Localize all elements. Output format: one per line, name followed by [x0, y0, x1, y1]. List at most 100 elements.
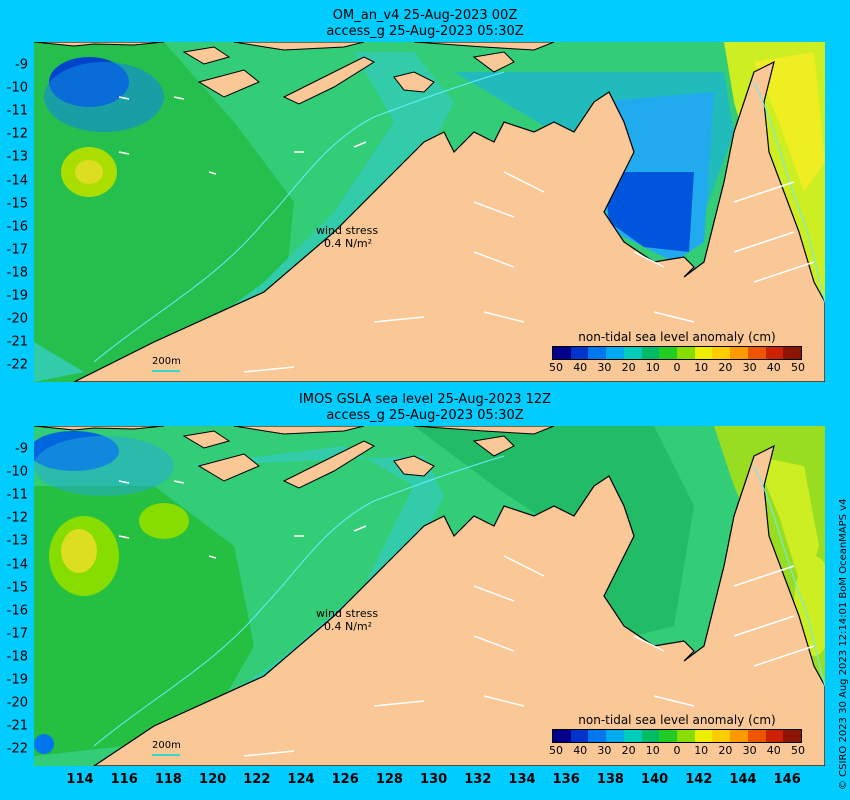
lon-tick-label: 138: [596, 772, 624, 787]
colorbar-tick-label: 20: [718, 361, 733, 374]
lon-tick-label: 146: [773, 772, 801, 787]
colorbar-tick-label: 30: [597, 744, 612, 757]
colorbar-swatch: [641, 730, 660, 742]
panel2-colorbar: non-tidal sea level anomaly (cm) 50 40 30 2…: [549, 713, 805, 757]
lat-tick-label: -21: [6, 718, 28, 734]
colorbar-swatch: [765, 730, 784, 742]
lat-tick-label: -16: [6, 219, 28, 235]
colorbar-tick-label: 40: [573, 361, 588, 374]
colorbar-swatch: [694, 347, 713, 359]
colorbar-swatch: [783, 730, 802, 742]
lon-tick-label: 116: [110, 772, 138, 787]
panel1-lat-axis: -9 -10 -11 -12 -13 -14 -15 -16 -17 -18 -19 -20 -21 -2…: [0, 0, 32, 400]
lat-tick-label: -16: [6, 603, 28, 619]
lon-tick-label: 142: [685, 772, 713, 787]
colorbar-swatch: [747, 347, 766, 359]
lat-tick-label: -15: [6, 580, 28, 596]
panel1-colorbar-ticks: 50 40 30 20 10 0 10 20 30 40 50: [549, 360, 805, 374]
panel1-colorbar-swatches: [552, 346, 802, 360]
colorbar-tick-label: 40: [766, 744, 781, 757]
lat-tick-label: -13: [6, 149, 28, 165]
panel2-wind-label-2: 0.4 N/m²: [324, 620, 373, 633]
credit-text: © CSIRO 2023 30 Aug 2023 12:14:01 BoM Oc…: [838, 498, 849, 791]
panel1-depth-label: 200m: [152, 356, 181, 367]
colorbar-tick-label: 40: [573, 744, 588, 757]
colorbar-tick-label: 10: [694, 361, 709, 374]
colorbar-swatch: [677, 347, 695, 359]
panel2-wind-legend: wind stress 0.4 N/m²: [316, 607, 378, 633]
colorbar-tick-label: 10: [645, 361, 660, 374]
panel2-colorbar-ticks: 50 40 30 20 10 0 10 20 30 40 50: [549, 743, 805, 757]
lat-tick-label: -10: [6, 80, 28, 96]
lat-tick-label: -18: [6, 649, 28, 665]
lat-tick-label: -14: [6, 557, 28, 572]
lon-tick-label: 120: [199, 772, 227, 787]
lon-tick-label: 130: [420, 772, 448, 787]
colorbar-swatch: [606, 730, 624, 742]
colorbar-swatch: [570, 347, 589, 359]
colorbar-swatch: [570, 730, 589, 742]
panel1-title-line1: OM_an_v4 25-Aug-2023 00Z: [332, 8, 518, 23]
panel1-depth-line-sample: [152, 370, 180, 372]
lat-tick-label: -9: [15, 441, 28, 457]
colorbar-swatch: [730, 730, 748, 742]
colorbar-swatch: [712, 347, 731, 359]
colorbar-swatch: [659, 347, 678, 359]
panel1-title-line2: access_g 25-Aug-2023 05:30Z: [326, 24, 524, 39]
panel2-map-svg: [34, 426, 825, 766]
colorbar-tick-label: 20: [621, 361, 636, 374]
lat-tick-label: -21: [6, 334, 28, 350]
panel2-map[interactable]: [34, 426, 825, 766]
colorbar-swatch: [659, 730, 678, 742]
colorbar-swatch: [623, 347, 642, 359]
lat-tick-label: -20: [6, 311, 28, 327]
lon-tick-label: 126: [331, 772, 359, 787]
panel1-map-svg: [34, 42, 825, 382]
panel1-map[interactable]: [34, 42, 825, 382]
colorbar-swatch: [553, 730, 571, 742]
colorbar-tick-label: 20: [718, 744, 733, 757]
colorbar-tick-label: 50: [549, 744, 563, 757]
colorbar-tick-label: 40: [766, 361, 781, 374]
panel2-lat-axis: -9 -10 -11 -12 -13 -14 -15 -16 -17 -18 -19 -20 -21 -2…: [0, 0, 32, 800]
panel2-colorbar-title: non-tidal sea level anomaly (cm): [578, 713, 776, 727]
lat-tick-label: -11: [6, 487, 28, 503]
lat-tick-label: -19: [6, 672, 28, 688]
panel2-title-line1: IMOS GSLA sea level 25-Aug-2023 12Z: [298, 392, 552, 407]
lat-tick-label: -12: [6, 126, 28, 142]
lat-tick-label: -17: [6, 626, 28, 642]
lon-tick-label: 144: [729, 772, 757, 787]
lon-axis: 114 116 118 120 122 124 126 128 130 132 134 136 138 1…: [0, 772, 850, 792]
colorbar-swatch: [730, 347, 748, 359]
panel1-title: OM_an_v4 25-Aug-2023 00Z access_g 25-Aug…: [0, 8, 850, 40]
colorbar-tick-label: 0: [673, 744, 681, 757]
colorbar-tick-label: 50: [549, 361, 563, 374]
colorbar-tick-label: 20: [621, 744, 636, 757]
lat-tick-label: -13: [6, 533, 28, 549]
colorbar-tick-label: 10: [645, 744, 660, 757]
colorbar-swatch: [765, 347, 784, 359]
lon-tick-label: 118: [154, 772, 182, 787]
colorbar-swatch: [588, 730, 607, 742]
panel2-depth-line-sample: [152, 754, 180, 756]
panel1-wind-label-2: 0.4 N/m²: [324, 237, 373, 250]
colorbar-tick-label: 50: [791, 361, 805, 374]
panel2-title: IMOS GSLA sea level 25-Aug-2023 12Z acce…: [0, 392, 850, 424]
colorbar-swatch: [623, 730, 642, 742]
panel1-colorbar: non-tidal sea level anomaly (cm) 50 40 30 2…: [549, 330, 805, 374]
lat-tick-label: -10: [6, 464, 28, 480]
lat-tick-label: -14: [6, 173, 28, 188]
lat-tick-label: -18: [6, 265, 28, 281]
panel2-colorbar-swatches: [552, 729, 802, 743]
lat-tick-label: -15: [6, 196, 28, 212]
panel2-title-line2: access_g 25-Aug-2023 05:30Z: [326, 408, 524, 423]
colorbar-tick-label: 50: [791, 744, 805, 757]
panel2-depth-label: 200m: [152, 740, 181, 751]
lon-tick-label: 132: [464, 772, 492, 787]
lat-tick-label: -19: [6, 288, 28, 304]
panel1-wind-label-1: wind stress: [316, 224, 379, 237]
lat-tick-label: -22: [6, 357, 28, 373]
lon-tick-label: 136: [552, 772, 580, 787]
colorbar-swatch: [677, 730, 695, 742]
panel1-colorbar-title: non-tidal sea level anomaly (cm): [578, 330, 776, 344]
